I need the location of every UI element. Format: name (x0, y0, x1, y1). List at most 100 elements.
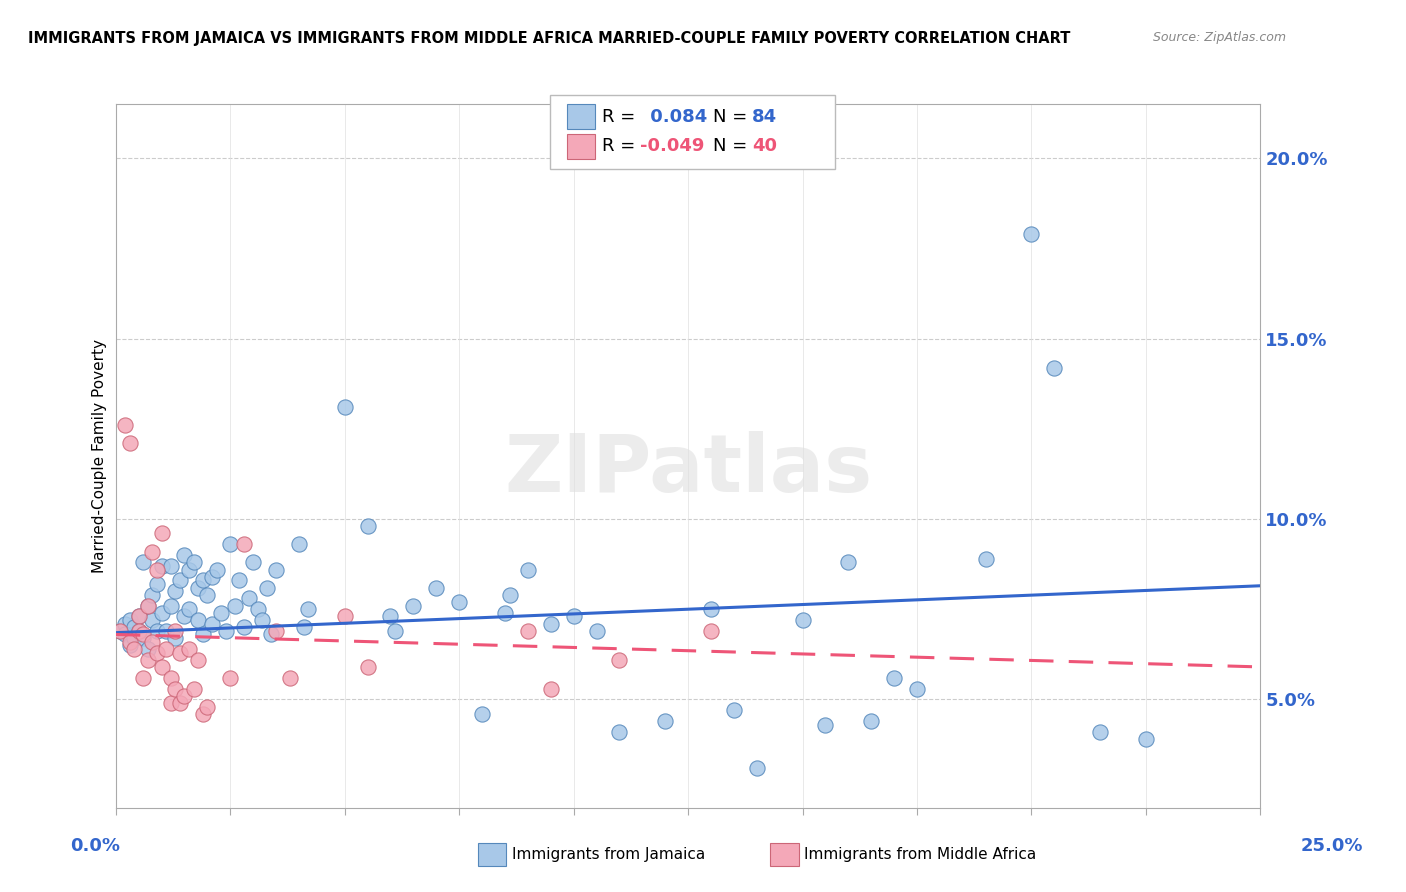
Point (191, 627, 214, 641)
Point (136, 641, 159, 656)
Point (132, 627, 155, 641)
Point (219, 537, 242, 551)
Point (228, 574, 250, 588)
Point (278, 671, 301, 685)
Point (159, 671, 181, 685)
Point (165, 584, 187, 599)
Point (233, 620, 256, 634)
Text: N =: N = (713, 137, 752, 155)
Point (118, 436, 141, 450)
Point (260, 627, 283, 641)
Text: 25.0%: 25.0% (1301, 837, 1362, 855)
Point (562, 609, 585, 624)
Point (159, 558, 181, 573)
Point (146, 646, 169, 660)
Point (165, 681, 187, 696)
Point (449, 595, 471, 609)
Point (128, 624, 150, 638)
Point (114, 627, 136, 641)
Point (402, 599, 425, 613)
Point (974, 551, 997, 566)
Point (183, 555, 205, 569)
Point (187, 653, 209, 667)
Point (191, 574, 214, 588)
Point (540, 616, 562, 631)
Point (159, 696, 181, 710)
Point (118, 634, 141, 648)
Point (205, 562, 228, 576)
Point (146, 577, 169, 591)
Point (297, 602, 319, 616)
Point (288, 537, 311, 551)
Point (252, 613, 274, 627)
Text: R =: R = (602, 108, 641, 126)
Point (384, 624, 406, 638)
Point (159, 599, 181, 613)
Point (516, 562, 538, 576)
Point (792, 613, 814, 627)
Text: Immigrants from Jamaica: Immigrants from Jamaica (512, 847, 704, 862)
Point (136, 599, 159, 613)
Point (150, 558, 173, 573)
Point (425, 581, 447, 595)
Point (150, 606, 173, 620)
Point (122, 641, 145, 656)
Text: R =: R = (602, 137, 641, 155)
Point (201, 616, 224, 631)
Point (256, 581, 278, 595)
Point (132, 671, 155, 685)
Point (183, 681, 205, 696)
Point (128, 609, 150, 624)
Point (1088, 724, 1111, 739)
Point (246, 602, 269, 616)
Point (264, 562, 287, 576)
Point (155, 641, 177, 656)
Point (380, 609, 402, 624)
Point (128, 609, 150, 624)
Text: 40: 40 (752, 137, 778, 155)
Point (238, 591, 260, 606)
Point (173, 689, 195, 703)
Point (169, 646, 191, 660)
Point (356, 660, 378, 674)
Point (723, 703, 745, 717)
Point (540, 681, 562, 696)
Point (146, 562, 169, 576)
Text: 0.0%: 0.0% (70, 837, 121, 855)
Point (195, 588, 218, 602)
Point (1021, 227, 1043, 241)
Point (494, 606, 516, 620)
Point (169, 574, 191, 588)
Point (700, 624, 723, 638)
Point (141, 588, 163, 602)
Point (177, 602, 200, 616)
Point (242, 555, 264, 569)
Point (292, 620, 315, 634)
Point (165, 624, 187, 638)
Point (114, 616, 136, 631)
Point (150, 660, 173, 674)
Point (860, 714, 883, 728)
Point (264, 624, 287, 638)
Point (122, 620, 145, 634)
Point (187, 613, 209, 627)
Point (187, 581, 209, 595)
Point (141, 544, 163, 558)
Text: -0.049: -0.049 (640, 137, 704, 155)
Point (114, 418, 136, 433)
Point (471, 706, 494, 721)
Point (333, 401, 356, 415)
Point (136, 653, 159, 667)
Point (233, 537, 256, 551)
Point (132, 631, 155, 645)
Point (498, 588, 520, 602)
Point (356, 519, 378, 533)
Point (150, 526, 173, 541)
Text: IMMIGRANTS FROM JAMAICA VS IMMIGRANTS FROM MIDDLE AFRICA MARRIED-COUPLE FAMILY P: IMMIGRANTS FROM JAMAICA VS IMMIGRANTS FR… (28, 31, 1070, 46)
Point (132, 555, 155, 569)
Point (609, 653, 631, 667)
Point (585, 624, 607, 638)
Point (118, 613, 141, 627)
Point (177, 641, 200, 656)
Point (141, 634, 163, 648)
